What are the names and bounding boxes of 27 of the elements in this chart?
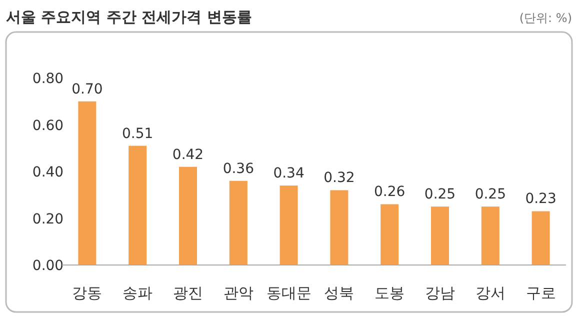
data-label: 0.42 <box>172 146 204 163</box>
data-label: 0.25 <box>474 186 506 203</box>
data-label: 0.26 <box>374 184 406 200</box>
x-tick-label: 광진 <box>173 284 203 302</box>
y-tick-label: 0.80 <box>32 71 64 87</box>
data-label: 0.70 <box>72 81 103 98</box>
x-tick-label: 강동 <box>72 284 102 302</box>
data-label: 0.51 <box>122 126 154 142</box>
data-label: 0.36 <box>222 160 254 177</box>
data-label: 0.32 <box>324 170 355 186</box>
x-tick-label: 구로 <box>526 284 556 302</box>
x-tick-label: 성북 <box>324 284 354 302</box>
x-tick-label: 동대문 <box>266 284 312 302</box>
text: (단위: %) <box>519 11 572 25</box>
y-tick-label: 0.00 <box>32 258 64 274</box>
data-label: 0.25 <box>424 186 456 203</box>
x-tick-label: 도봉 <box>374 284 405 302</box>
y-tick-label: 0.40 <box>32 164 64 180</box>
x-tick-label: 관악 <box>223 284 254 302</box>
x-tick-label: 송파 <box>122 284 153 302</box>
title: 서울 주요지역 주간 전세가격 변동률 <box>6 8 252 26</box>
data-label: 0.34 <box>273 166 304 182</box>
y-tick-label: 0.20 <box>32 211 64 228</box>
x-tick-label: 강남 <box>425 284 455 302</box>
data-label: 0.23 <box>525 191 556 208</box>
x-tick-label: 강서 <box>475 284 506 302</box>
y-tick-label: 0.60 <box>32 118 64 134</box>
